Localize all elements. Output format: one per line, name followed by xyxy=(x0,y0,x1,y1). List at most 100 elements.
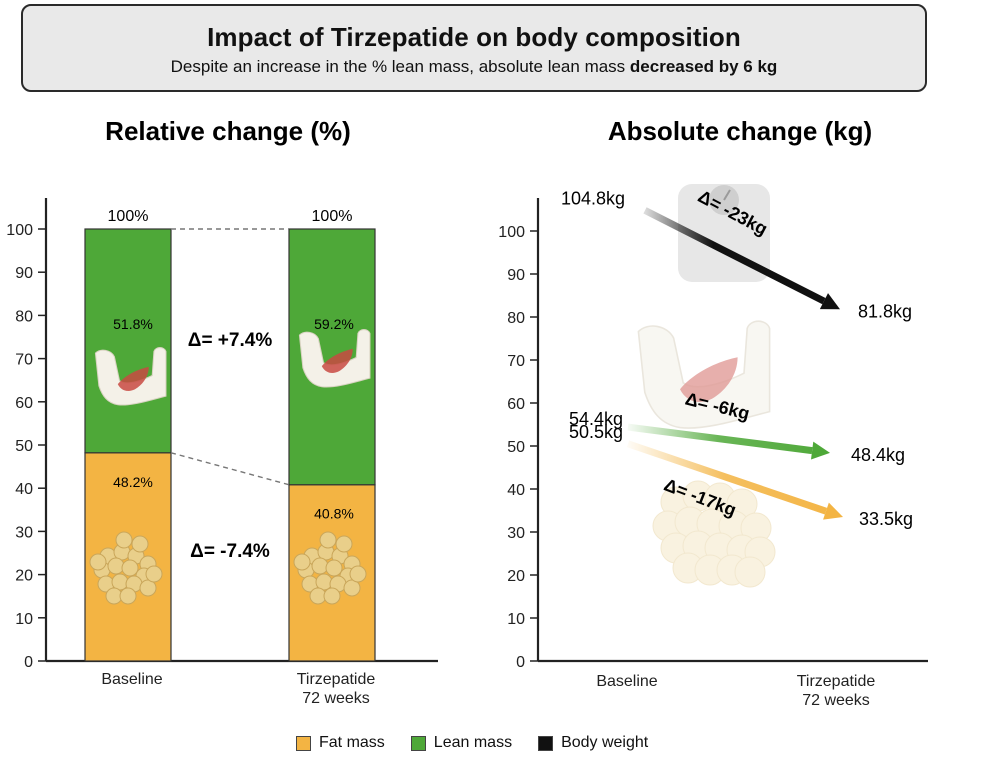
fat-cell xyxy=(325,559,343,577)
fat-percent-label: 40.8% xyxy=(314,506,354,522)
fat-delta-annotation: Δ= -7.4% xyxy=(190,541,270,562)
legend-swatch-fat xyxy=(296,735,311,751)
relative-y-tick-label: 10 xyxy=(15,611,33,628)
relative-x-tick-label: Baseline xyxy=(101,671,162,688)
body-end-label: 81.8kg xyxy=(858,301,912,321)
fat-cell xyxy=(119,587,137,605)
lean-delta-annotation: Δ= +7.4% xyxy=(188,330,273,351)
scale-body xyxy=(678,184,770,282)
absolute-y-tick-label: 80 xyxy=(507,310,525,327)
relative-labels: 100% 51.8% 48.2% Baseline 100% 59.2% 40.8% Tirz… xyxy=(101,208,375,707)
legend-item-lean: Lean mass xyxy=(410,734,513,752)
fat-end-label: 33.5kg xyxy=(859,509,913,529)
fat-percent-label: 48.2% xyxy=(113,474,153,490)
fat-cells-icon xyxy=(293,531,367,605)
relative-x-tick-label: Tirzepatide xyxy=(297,671,376,688)
lean-percent-label: 59.2% xyxy=(314,316,354,332)
relative-y-tick-label: 30 xyxy=(15,524,33,541)
absolute-y-tick-label: 70 xyxy=(507,353,525,370)
absolute-y-tick-label: 30 xyxy=(507,525,525,542)
arm-shape xyxy=(298,329,371,388)
lean-percent-label: 51.8% xyxy=(113,316,153,332)
lean-change-line xyxy=(627,423,813,455)
absolute-change-chart: Absolute change (kg) 0 10 20 30 40 50 60 70 80 90… xyxy=(498,116,928,709)
fat-cell xyxy=(311,557,329,575)
lean-arrowhead xyxy=(811,441,830,460)
muscle-shape xyxy=(680,357,738,402)
absolute-x-tick-label: Baseline xyxy=(596,673,657,690)
legend-item-body: Body weight xyxy=(538,734,648,752)
relative-y-tick-label: 20 xyxy=(15,568,33,585)
fat-connector-line xyxy=(170,452,290,486)
arm-shape xyxy=(637,320,771,429)
page-title: Impact of Tirzepatide on body compositio… xyxy=(207,22,741,52)
lean-baseline-label: 54.4kg xyxy=(569,409,623,429)
legend-swatch-lean xyxy=(410,735,426,751)
legend-label-lean: Lean mass xyxy=(433,734,513,751)
relative-y-tick-label: 60 xyxy=(15,395,33,412)
fat-cell xyxy=(107,557,125,575)
arm-shape xyxy=(94,347,167,406)
legend-item-fat: Fat mass xyxy=(296,734,385,752)
fat-cell xyxy=(323,587,341,605)
absolute-x-tick-label: 72 weeks xyxy=(802,692,870,709)
fat-cells-icon xyxy=(89,531,163,605)
arm-muscle-icon xyxy=(94,347,167,406)
arm-muscle-icon xyxy=(637,320,771,429)
absolute-y-tick-label: 10 xyxy=(507,611,525,628)
fat-cell xyxy=(349,565,367,583)
relative-change-chart: Relative change (%) 0 10 20 30 40 50 60 70 80 90 1… xyxy=(6,116,438,707)
fat-cells-icon xyxy=(652,480,776,588)
muscle-shape xyxy=(117,366,149,391)
absolute-x-tick-label: Tirzepatide xyxy=(797,673,876,690)
legend: Fat mass Lean mass Body weight xyxy=(296,734,648,752)
fat-cell xyxy=(335,535,353,553)
body-arrowhead xyxy=(819,293,840,310)
page-subtitle: Despite an increase in the % lean mass, … xyxy=(23,57,925,77)
fat-cell xyxy=(734,556,766,588)
absolute-chart-title: Absolute change (kg) xyxy=(608,116,872,146)
fat-cell xyxy=(121,559,139,577)
subtitle-prefix: Despite an increase in the % lean mass, … xyxy=(170,57,630,76)
fat-cell xyxy=(145,565,163,583)
relative-y-tick-label: 80 xyxy=(15,308,33,325)
relative-chart-title: Relative change (%) xyxy=(105,116,351,146)
relative-y-tick-label: 0 xyxy=(24,654,33,671)
fat-cell xyxy=(319,531,337,549)
absolute-y-axis: 0 10 20 30 40 50 60 70 80 90 100 Baseline Tirzepatid… xyxy=(498,198,928,709)
arm-muscle-icon xyxy=(298,329,371,388)
fat-cell xyxy=(89,553,107,571)
absolute-y-tick-label: 100 xyxy=(498,224,525,241)
subtitle-bold: decreased by 6 kg xyxy=(629,57,778,76)
scale-icon xyxy=(678,184,770,282)
total-percent-label: 100% xyxy=(312,208,353,225)
lean-mass-bar xyxy=(84,228,172,454)
body-baseline-label: 104.8kg xyxy=(561,188,625,208)
relative-icons xyxy=(89,329,371,605)
absolute-y-tick-label: 20 xyxy=(507,568,525,585)
legend-label-fat: Fat mass xyxy=(319,734,385,751)
lean-end-label: 48.4kg xyxy=(851,445,905,465)
relative-x-tick-label: 72 weeks xyxy=(302,690,370,707)
absolute-y-tick-label: 50 xyxy=(507,439,525,456)
fat-cell xyxy=(115,531,133,549)
total-percent-label: 100% xyxy=(108,208,149,225)
relative-y-tick-label: 100 xyxy=(6,222,33,239)
absolute-y-tick-label: 90 xyxy=(507,267,525,284)
fat-arrowhead xyxy=(823,502,843,520)
relative-y-tick-label: 70 xyxy=(15,352,33,369)
legend-swatch-body xyxy=(538,735,554,751)
fat-cell xyxy=(293,553,311,571)
fat-cell xyxy=(131,535,149,553)
header-box: Impact of Tirzepatide on body compositio… xyxy=(21,4,927,92)
absolute-y-tick-label: 40 xyxy=(507,482,525,499)
absolute-y-tick-label: 0 xyxy=(516,654,525,671)
muscle-shape xyxy=(321,348,353,373)
relative-y-tick-label: 40 xyxy=(15,481,33,498)
fat-change-line xyxy=(626,440,828,515)
legend-label-body: Body weight xyxy=(561,734,649,751)
scale-needle xyxy=(723,189,731,201)
absolute-y-tick-label: 60 xyxy=(507,396,525,413)
absolute-icons xyxy=(637,184,776,588)
